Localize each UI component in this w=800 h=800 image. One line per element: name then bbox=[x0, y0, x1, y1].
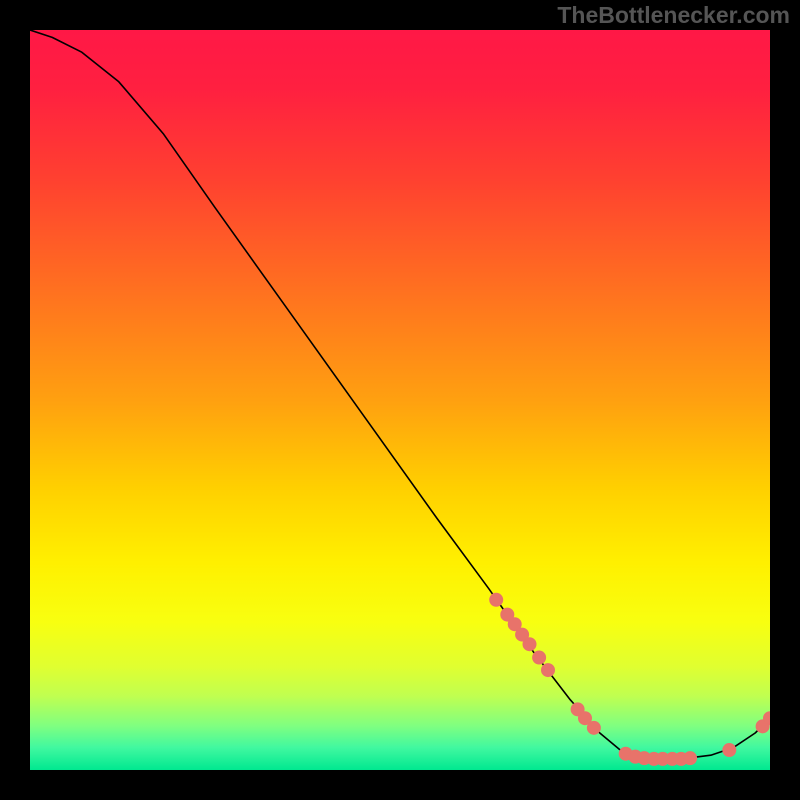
data-marker bbox=[723, 744, 736, 757]
plot-area bbox=[30, 30, 770, 770]
data-marker bbox=[523, 638, 536, 651]
data-marker bbox=[684, 752, 697, 765]
data-marker bbox=[533, 651, 546, 664]
chart-wrapper: TheBottlenecker.com bbox=[0, 0, 800, 800]
data-marker bbox=[542, 664, 555, 677]
data-marker bbox=[490, 593, 503, 606]
data-marker bbox=[587, 721, 600, 734]
watermark-text: TheBottlenecker.com bbox=[557, 2, 790, 29]
gradient-background bbox=[30, 30, 770, 770]
